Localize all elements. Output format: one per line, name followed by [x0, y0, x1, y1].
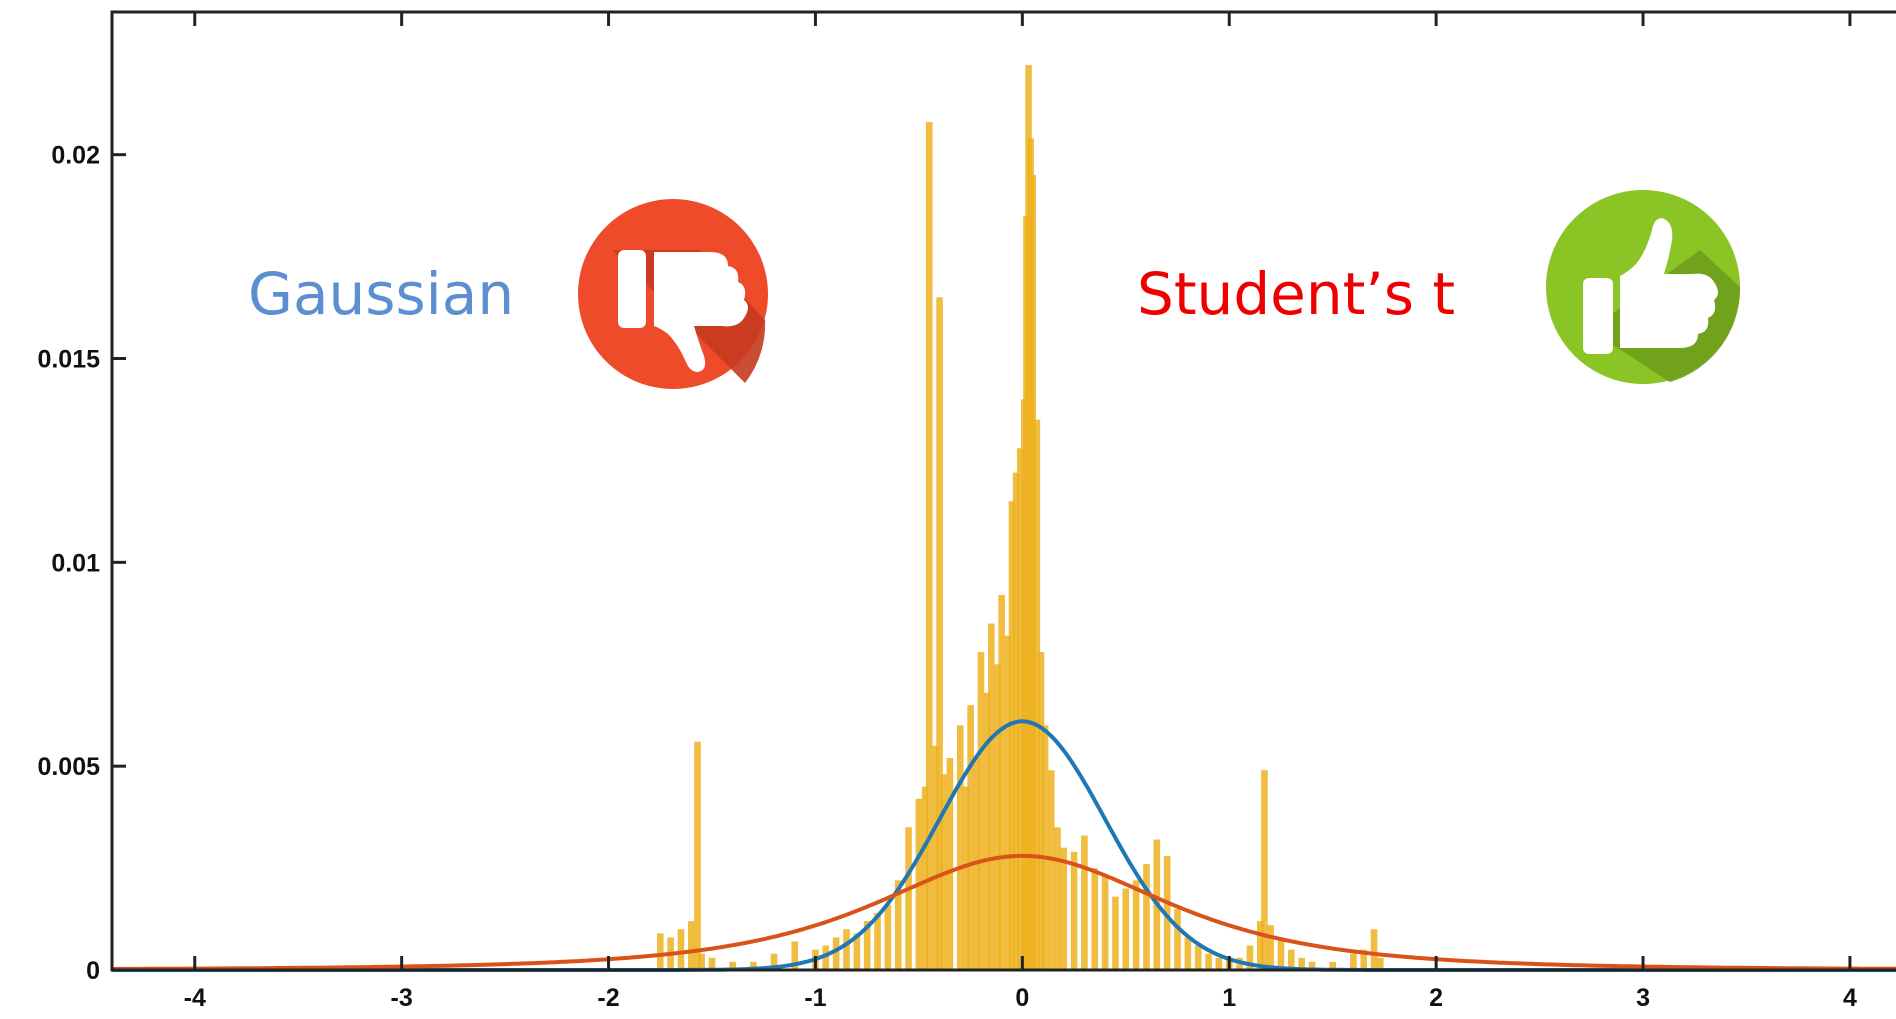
- histogram-bar: [884, 904, 892, 970]
- histogram-bar: [1261, 770, 1268, 970]
- histogram-bar: [983, 692, 991, 970]
- histogram-bar: [1246, 945, 1254, 970]
- thumbs-up-icon: [1546, 190, 1741, 384]
- histogram-bar: [832, 937, 840, 970]
- histogram-bar: [1205, 953, 1212, 970]
- histogram-bar: [698, 953, 705, 970]
- histogram-bar: [1256, 921, 1264, 970]
- histogram-bar: [1308, 961, 1316, 970]
- histogram-bar: [1122, 888, 1130, 970]
- histogram-bar: [1376, 957, 1384, 970]
- histogram-bar: [1267, 925, 1274, 970]
- x-tick-label: 3: [1636, 984, 1650, 1012]
- histogram-bar: [1008, 501, 1016, 970]
- histogram-bar: [1215, 957, 1223, 970]
- x-tick-label: -4: [184, 984, 206, 1012]
- x-tick-label: -1: [804, 984, 826, 1012]
- histogram-bar: [1132, 880, 1140, 970]
- thumbs-down-icon: [578, 199, 768, 389]
- histogram-bar: [688, 921, 695, 970]
- histogram-bar: [1184, 937, 1192, 970]
- x-tick-label: 1: [1222, 984, 1236, 1012]
- histogram-bar: [1143, 864, 1150, 970]
- histogram-bar: [1004, 635, 1012, 970]
- histogram-bar: [967, 705, 974, 970]
- density-curve-student-s-t: [112, 853, 1896, 971]
- histogram-bar: [874, 912, 881, 970]
- histogram-bar: [988, 623, 995, 970]
- histogram-bar: [750, 961, 757, 970]
- gaussian-label: Gaussian: [248, 260, 514, 328]
- histogram-bar: [1329, 961, 1336, 970]
- x-tick-label: 4: [1843, 984, 1857, 1012]
- histogram-bar: [1370, 929, 1378, 970]
- y-tick-label: 0.005: [37, 753, 100, 781]
- histogram-bar: [1288, 949, 1295, 970]
- histogram-bar: [1350, 953, 1357, 970]
- histogram-bars: [656, 64, 1384, 971]
- histogram-bar: [936, 297, 943, 970]
- histogram-bar: [694, 741, 701, 970]
- axes: [110, 10, 1896, 972]
- histogram-bar: [791, 941, 799, 970]
- histogram-bar: [1101, 876, 1109, 970]
- histogram-bar: [963, 786, 970, 970]
- histogram-bar: [1054, 827, 1061, 970]
- histogram-bar: [1112, 896, 1119, 970]
- histogram-bar: [1360, 949, 1368, 970]
- histogram-bar: [1277, 937, 1285, 970]
- histogram-bar: [1174, 908, 1181, 970]
- gaussian-annotation: Gaussian: [248, 199, 768, 389]
- histogram-bar: [905, 827, 912, 970]
- y-tick-label: 0.015: [37, 346, 100, 374]
- student-t-label: Student’s t: [1137, 260, 1455, 328]
- histogram-bar: [863, 921, 871, 970]
- histogram-bar: [921, 786, 929, 970]
- histogram-bar: [822, 945, 830, 970]
- plot-frame: [110, 10, 1896, 972]
- histogram-bar: [925, 122, 933, 970]
- histogram-bar: [677, 929, 685, 970]
- histogram-bar: [1029, 175, 1036, 970]
- histogram-bar: [977, 652, 985, 970]
- histogram-bar: [843, 929, 850, 970]
- histogram-bar: [708, 957, 716, 970]
- histogram-bar: [1041, 725, 1049, 970]
- histogram-bar: [998, 594, 1005, 970]
- x-tick-label: -2: [597, 984, 619, 1012]
- histogram-bar: [1194, 945, 1202, 970]
- histogram-bar: [1037, 652, 1045, 970]
- histogram-bar: [894, 880, 902, 970]
- x-tick-label: 0: [1015, 984, 1029, 1012]
- y-tick-label: 0.02: [51, 142, 100, 170]
- histogram-bar: [656, 933, 664, 970]
- histogram-bar: [1070, 851, 1078, 970]
- histogram-bar: [1016, 448, 1024, 970]
- histogram-bar: [946, 758, 954, 970]
- histogram-bar: [1081, 835, 1088, 970]
- y-tick-label: 0.01: [51, 549, 100, 577]
- histogram-bar: [770, 953, 778, 970]
- student-t-annotation: Student’s t: [1137, 190, 1741, 384]
- histogram-bar: [1298, 957, 1305, 970]
- x-tick-label: 2: [1429, 984, 1443, 1012]
- histogram-bar: [932, 745, 939, 970]
- histogram-bar: [853, 933, 861, 970]
- x-tick-label: -3: [391, 984, 413, 1012]
- y-tick-label: 0: [86, 957, 100, 985]
- histogram-bar: [956, 725, 964, 970]
- histogram-bar: [729, 961, 736, 970]
- histogram-bar: [1091, 868, 1099, 970]
- histogram-bar: [1033, 419, 1041, 971]
- histogram-bar: [1163, 855, 1171, 970]
- ticks: -4 -3 -2 -1 0 1 2 3 4 0 0.005 0.01 0.015 0.02: [37, 12, 1857, 1012]
- histogram-bar: [1060, 847, 1068, 970]
- histogram-bar: [994, 664, 1001, 970]
- histogram-bar: [1048, 770, 1055, 970]
